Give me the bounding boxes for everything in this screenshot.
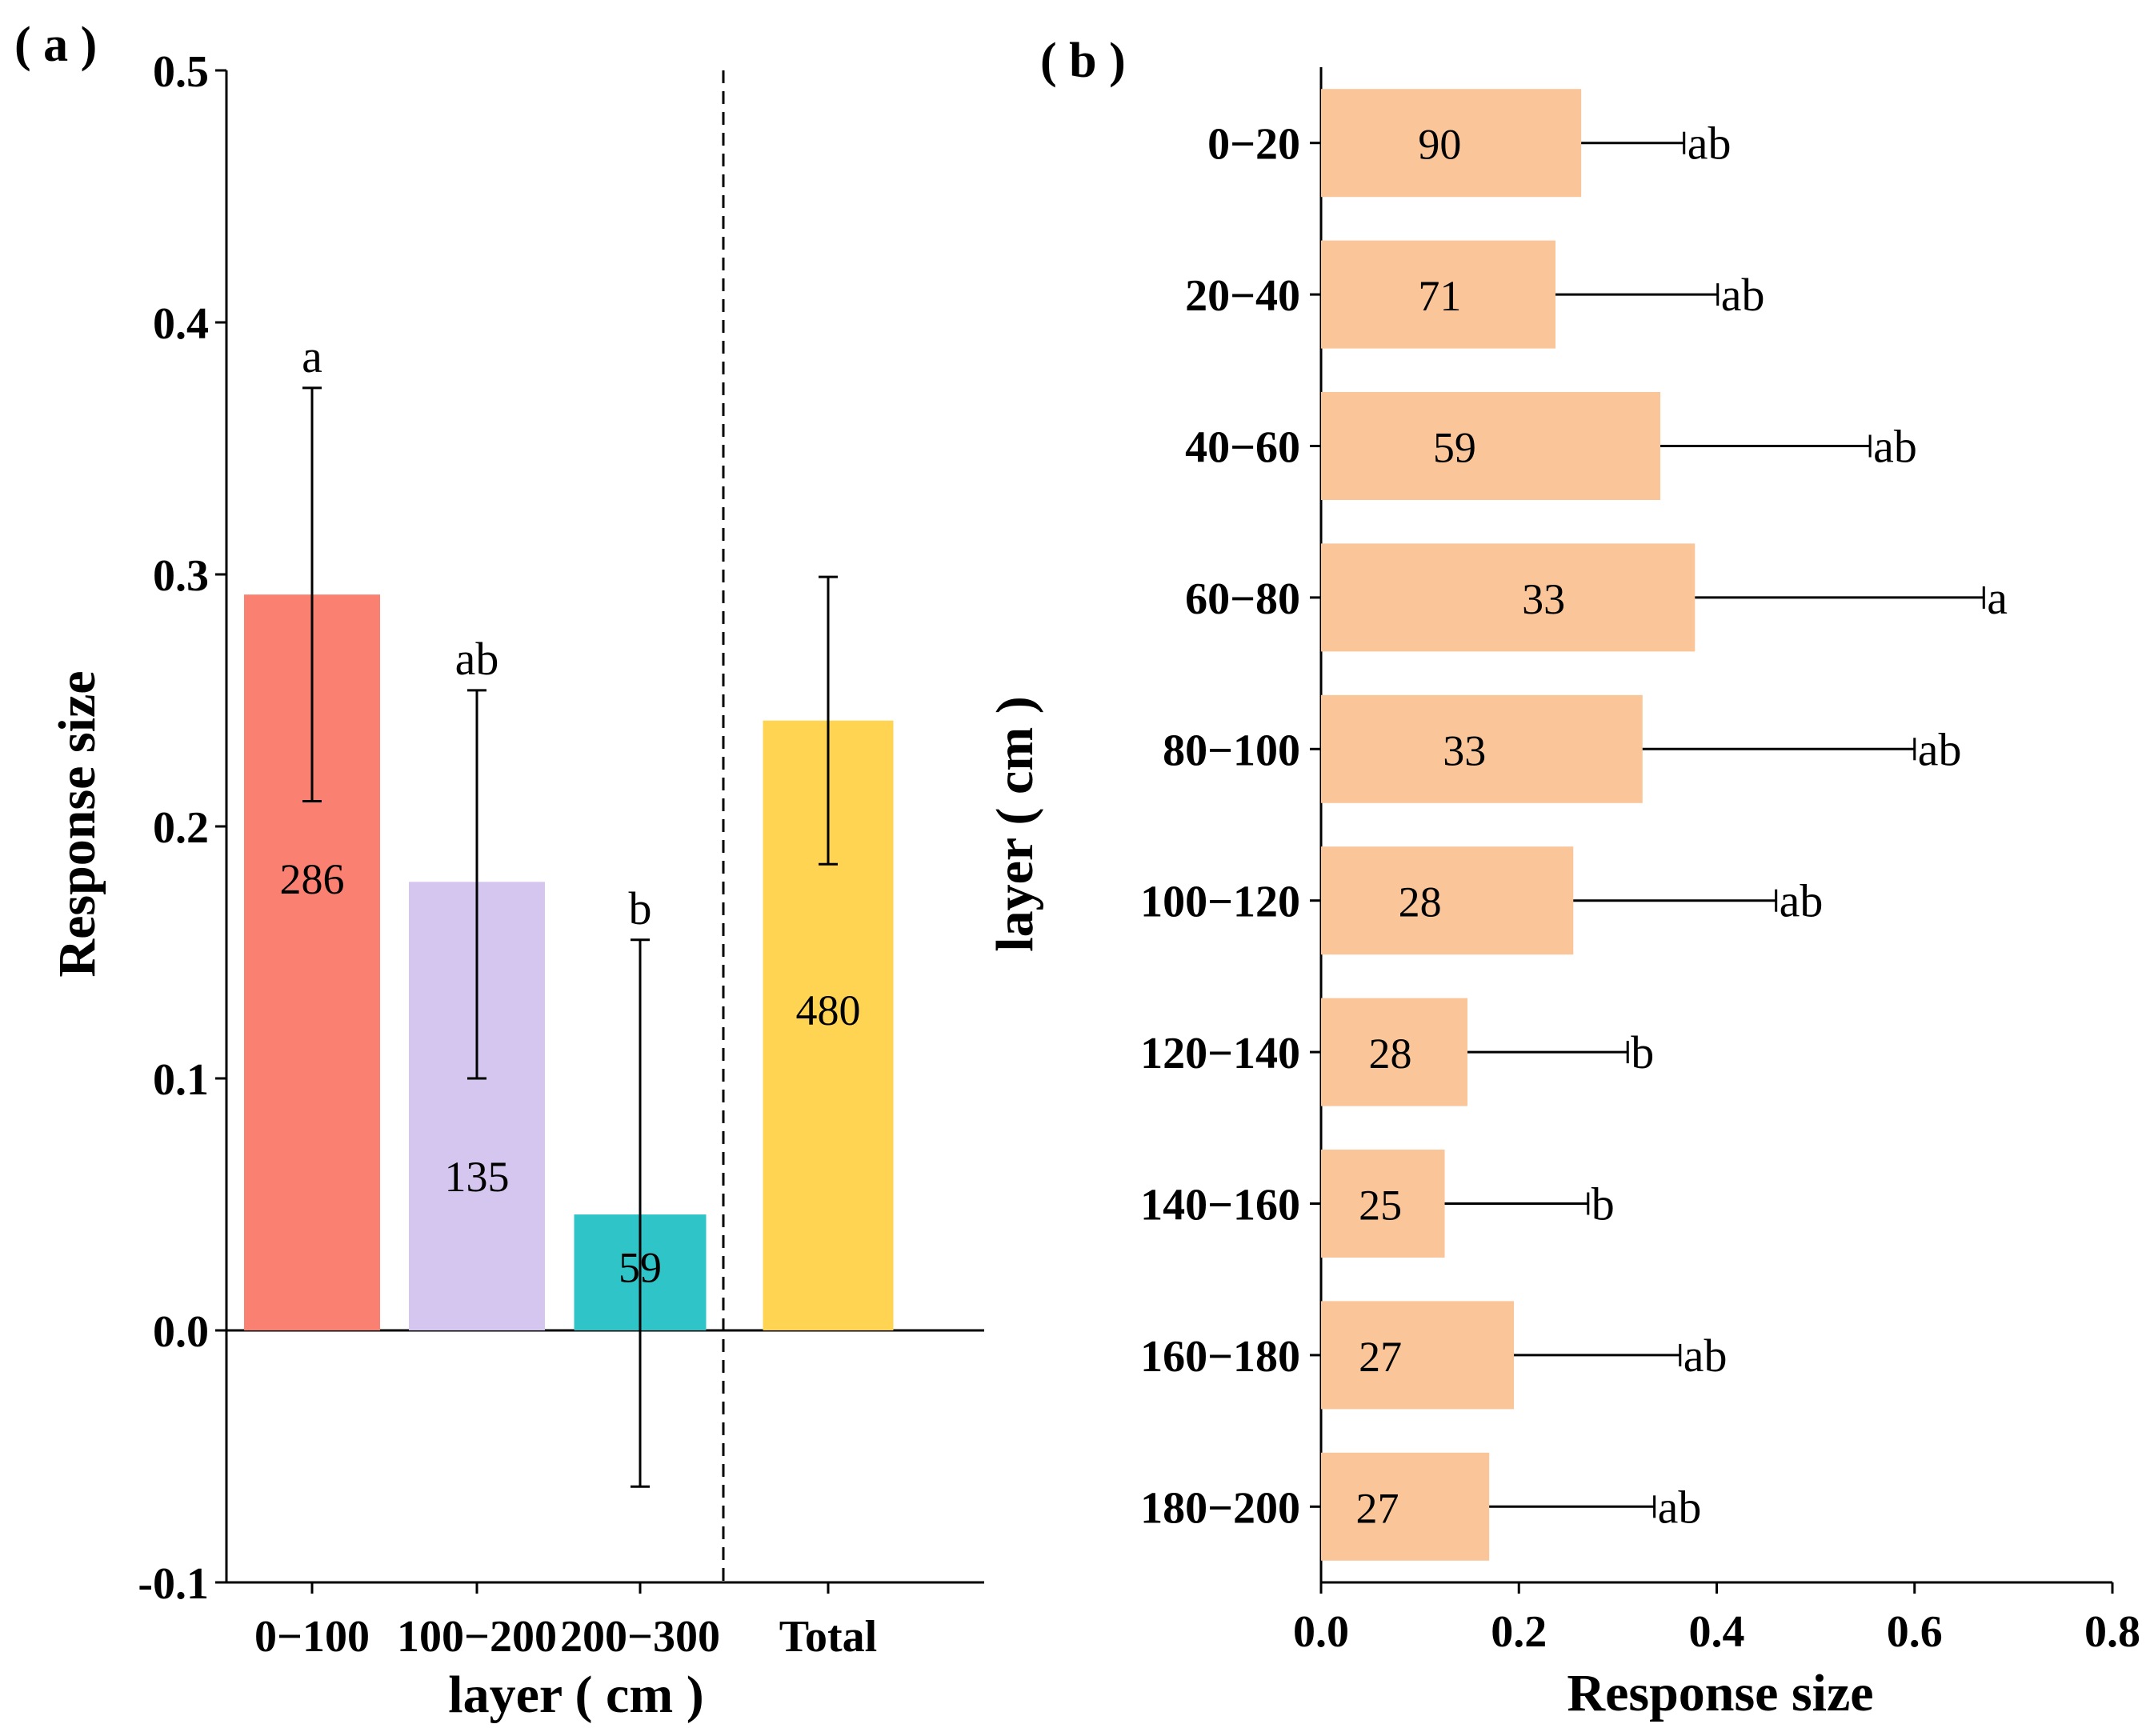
y-tick-label: 100−120 <box>1140 878 1300 927</box>
sample-size-label: 33 <box>1443 726 1486 774</box>
y-tick-label: 0.3 <box>153 551 209 601</box>
y-tick-label: 180−200 <box>1140 1483 1300 1533</box>
bar <box>1321 240 1555 349</box>
sample-size-label: 59 <box>619 1243 662 1291</box>
panel-b-y-axis-title: layer ( cm ) <box>986 696 1044 951</box>
y-tick-label: 40−60 <box>1185 423 1300 473</box>
significance-letter: ab <box>1780 875 1824 927</box>
bar <box>1321 1452 1490 1561</box>
sample-size-label: 286 <box>280 855 345 903</box>
y-tick-label: 0.4 <box>153 299 209 349</box>
bar <box>1321 846 1574 955</box>
sample-size-label: 71 <box>1418 272 1461 320</box>
y-tick-label: 0.2 <box>153 803 209 853</box>
panel-b: ( b ) 0.0 0.2 0.4 0.6 0.8 ab900−20ab7120−40a… <box>986 34 2140 1722</box>
panel-b-x-axis-title: Response size <box>1567 1664 1873 1722</box>
bar <box>1321 998 1467 1106</box>
x-tick-label: 0.2 <box>1491 1607 1547 1657</box>
panel-a-bars: 286 a 135 ab 59 b 480 <box>244 330 894 1488</box>
panel-a-y-ticks: -0.1 0.0 0.1 0.2 0.3 0.4 0.5 <box>138 47 226 1609</box>
bar <box>1321 694 1643 803</box>
y-tick-label: 60−80 <box>1185 574 1300 624</box>
y-tick-label: -0.1 <box>138 1559 209 1609</box>
y-tick-label: 140−160 <box>1140 1181 1300 1230</box>
panel-a-label: ( a ) <box>14 18 97 72</box>
y-tick-label: 160−180 <box>1140 1332 1300 1382</box>
sample-size-label: 33 <box>1522 575 1565 623</box>
y-tick-label: 0−20 <box>1207 120 1300 170</box>
significance-letter: b <box>629 882 652 934</box>
panel-b-x-ticks: 0.0 0.2 0.4 0.6 0.8 <box>1293 1582 2140 1657</box>
significance-letter: ab <box>1918 723 1962 775</box>
significance-letter: ab <box>1684 1330 1728 1382</box>
sample-size-label: 59 <box>1433 424 1476 472</box>
bar <box>1321 1301 1515 1410</box>
sample-size-label: 28 <box>1399 878 1442 926</box>
sample-size-label: 90 <box>1418 121 1461 169</box>
significance-letter: a <box>302 330 322 382</box>
panel-b-label: ( b ) <box>1040 34 1126 88</box>
significance-letter: ab <box>1721 269 1765 321</box>
y-tick-label: 80−100 <box>1163 726 1300 775</box>
significance-letter: a <box>1987 572 2008 624</box>
significance-letter: ab <box>1873 421 1917 473</box>
x-tick-label: Total <box>779 1612 877 1662</box>
x-tick-label: 0.4 <box>1689 1607 1745 1657</box>
x-tick-label: 0.6 <box>1887 1607 1943 1657</box>
x-tick-label: 0.8 <box>2084 1607 2140 1657</box>
y-tick-label: 0.5 <box>153 47 209 97</box>
panel-a-y-axis-title: Response size <box>48 670 106 977</box>
bar <box>1321 89 1582 198</box>
y-tick-label: 0.1 <box>153 1055 209 1105</box>
x-tick-label: 100−200 <box>397 1612 557 1662</box>
significance-letter: b <box>1591 1178 1615 1230</box>
x-tick-label: 200−300 <box>560 1612 720 1662</box>
x-tick-label: 0.0 <box>1293 1607 1349 1657</box>
y-tick-label: 120−140 <box>1140 1029 1300 1078</box>
bar <box>1321 392 1661 500</box>
panel-a-x-ticks: 0−100 100−200 200−300 Total <box>254 1582 877 1662</box>
significance-letter: ab <box>1688 118 1732 170</box>
sample-size-label: 27 <box>1359 1333 1402 1381</box>
x-tick-label: 0−100 <box>254 1612 370 1662</box>
sample-size-label: 28 <box>1369 1030 1412 1078</box>
y-tick-label: 20−40 <box>1185 271 1300 321</box>
panel-b-bars: ab 90 0−20 ab 71 20−40 ab 59 40−60 a 33 60−80 ab 33 80… <box>1140 89 2008 1561</box>
sample-size-label: 27 <box>1355 1484 1399 1532</box>
panel-a: ( a ) -0.1 0.0 0.1 0.2 0.3 0.4 0.5 286 a 135 ab 59… <box>14 18 984 1724</box>
sample-size-label: 480 <box>796 986 861 1034</box>
significance-letter: ab <box>455 633 499 685</box>
y-tick-label: 0.0 <box>153 1307 209 1357</box>
significance-letter: b <box>1631 1026 1654 1078</box>
significance-letter: ab <box>1658 1481 1702 1533</box>
panel-a-x-axis-title: layer ( cm ) <box>448 1666 703 1724</box>
sample-size-label: 135 <box>445 1153 510 1201</box>
bar <box>1321 1150 1445 1258</box>
sample-size-label: 25 <box>1359 1182 1402 1230</box>
bar <box>1321 543 1696 652</box>
